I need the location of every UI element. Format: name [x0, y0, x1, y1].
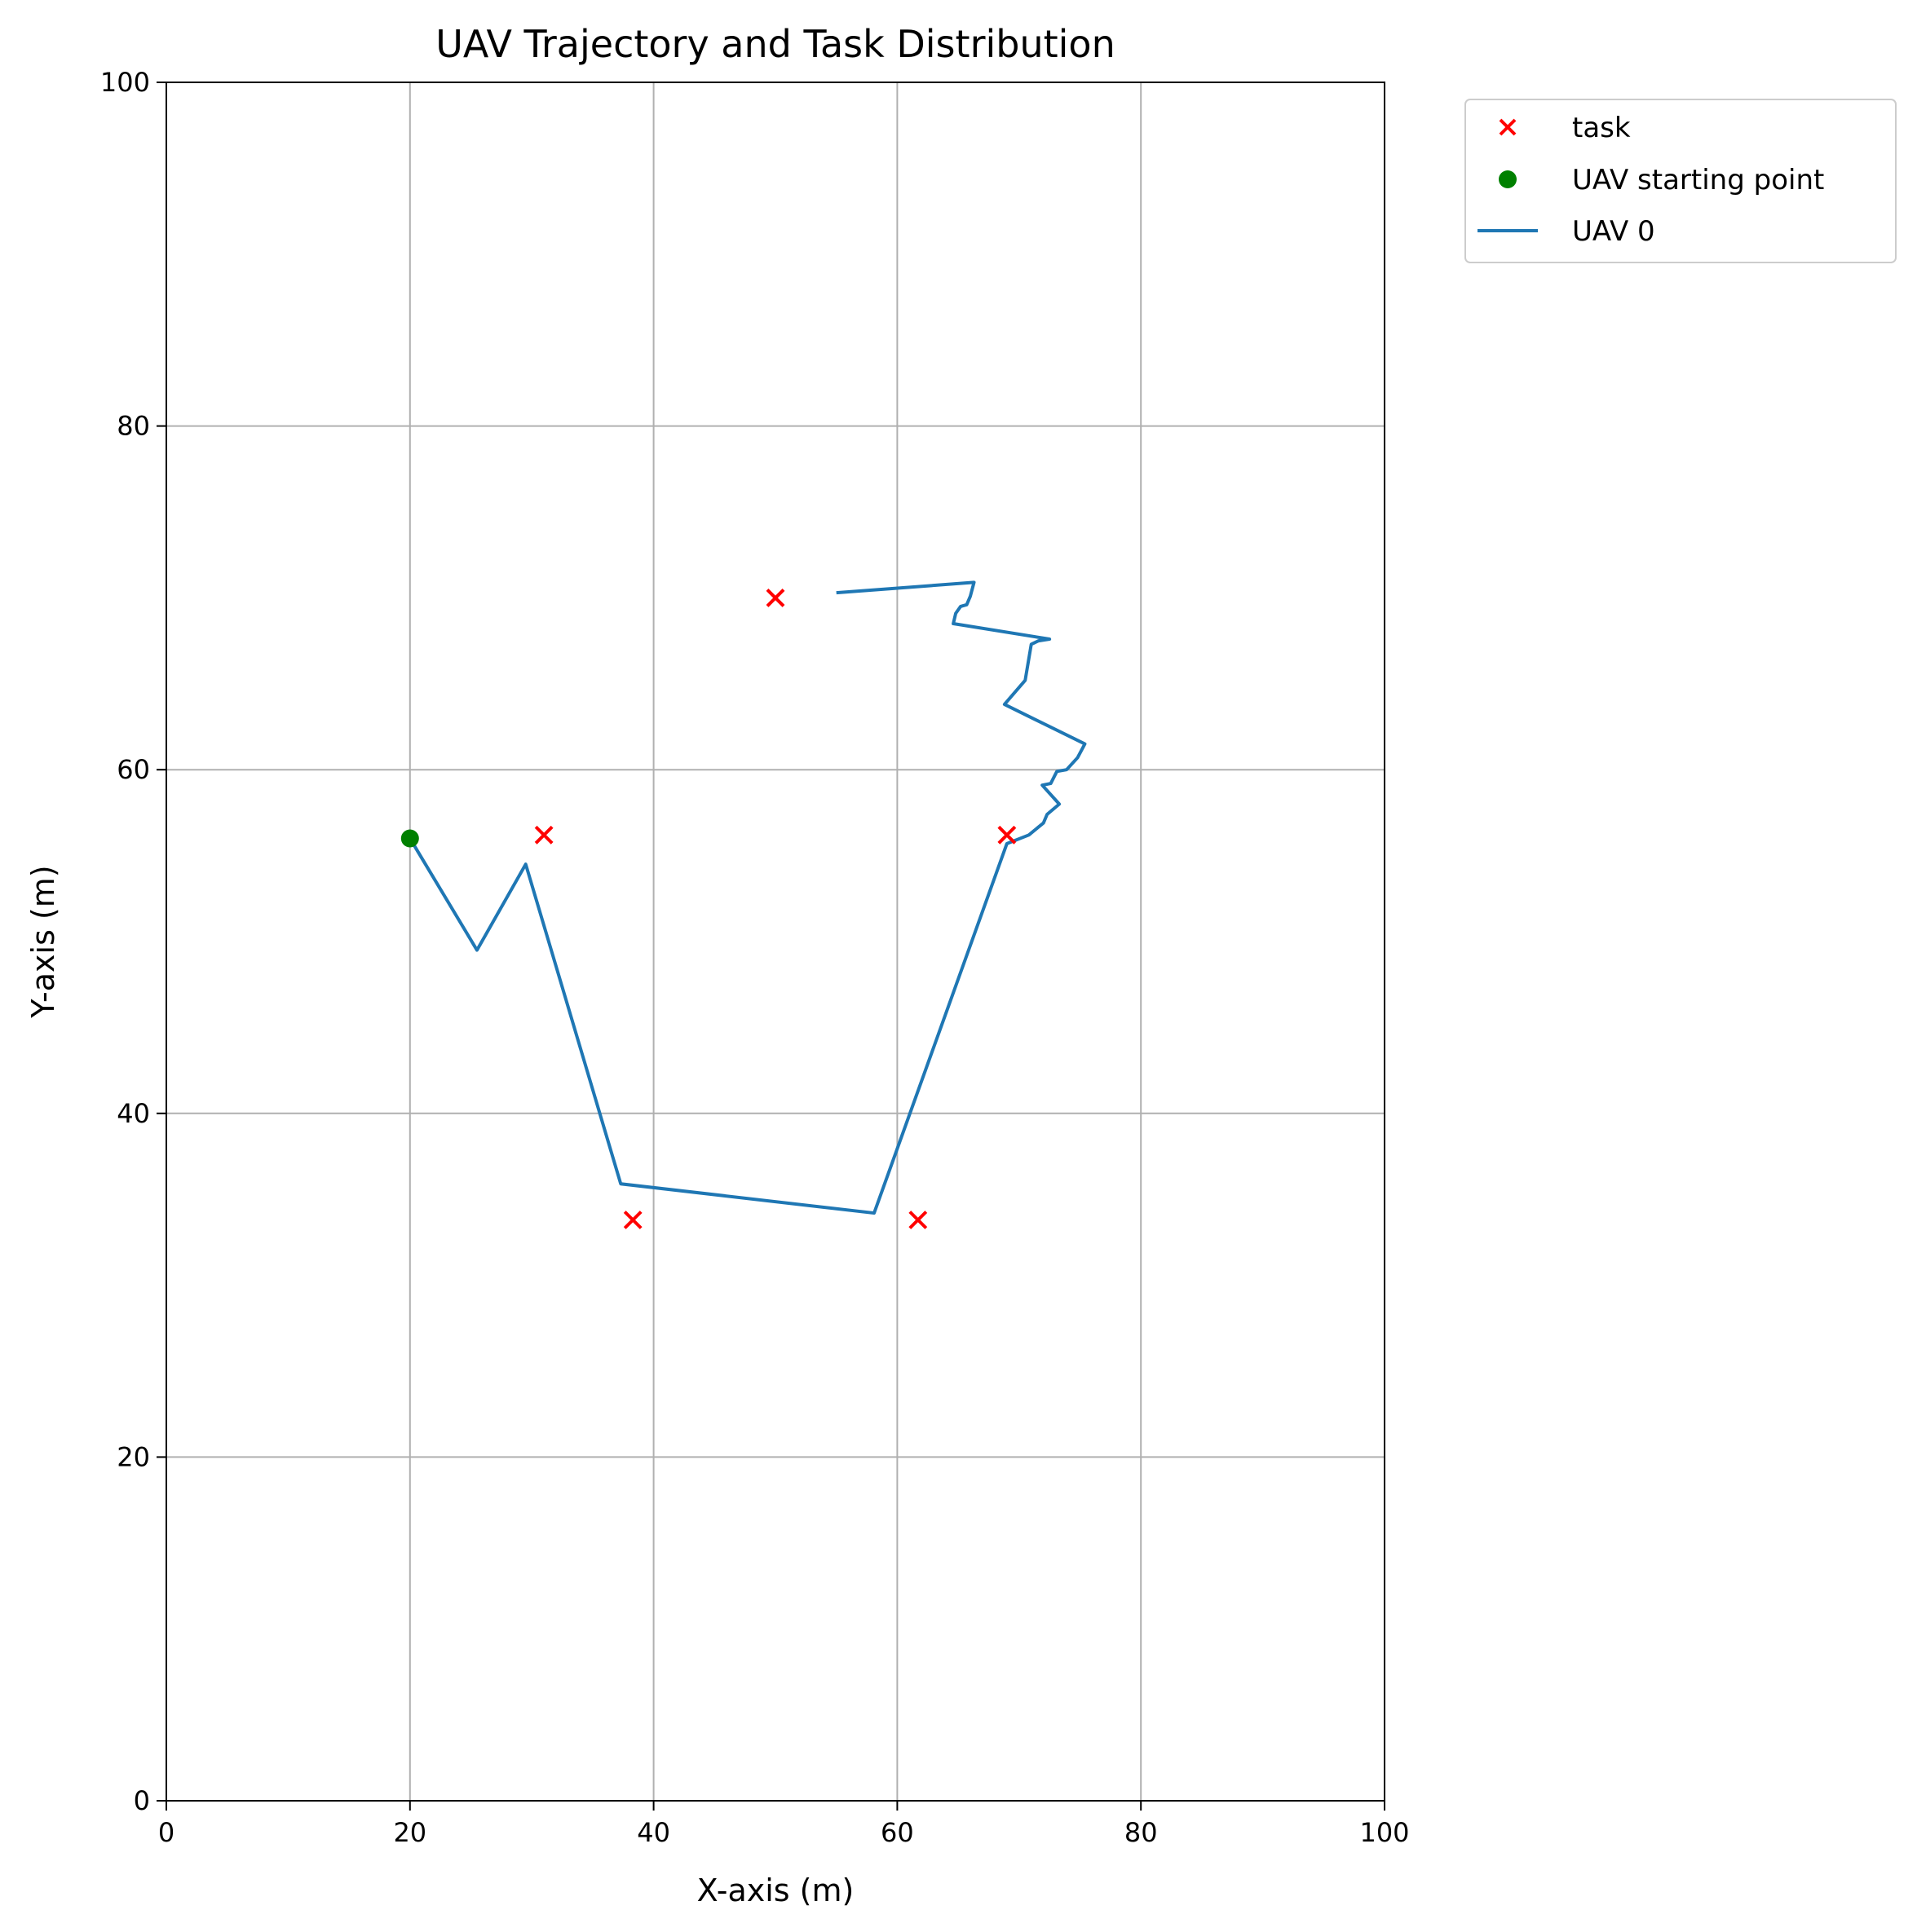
y-tick-label: 40: [117, 1098, 150, 1129]
chart-title: UAV Trajectory and Task Distribution: [435, 22, 1115, 66]
y-tick-label: 60: [117, 754, 150, 785]
legend-uav-label: UAV 0: [1572, 215, 1655, 248]
y-tick-label: 0: [134, 1785, 150, 1816]
plot-area: [400, 580, 1087, 1229]
legend-task-marker: [1499, 118, 1517, 136]
y-tick-label: 100: [100, 67, 150, 98]
legend: task UAV starting point UAV 0: [1464, 99, 1897, 263]
legend-start-marker: [1499, 170, 1517, 188]
task-marker: [623, 1211, 643, 1229]
x-tick-label: 0: [158, 1817, 174, 1848]
legend-task-label: task: [1572, 112, 1631, 144]
x-tick-label: 40: [637, 1817, 670, 1848]
legend-start-label: UAV starting point: [1572, 164, 1824, 196]
axis-ticks: 0 20 40 60 80 100 0 20 40 60 80 100: [100, 67, 1410, 1848]
y-axis-label: Y-axis (m): [25, 865, 61, 1018]
task-marker: [534, 825, 554, 845]
task-marker: [766, 588, 785, 607]
x-tick-label: 100: [1359, 1817, 1409, 1848]
x-tick-label: 80: [1124, 1817, 1158, 1848]
x-tick-label: 60: [881, 1817, 914, 1848]
y-tick-label: 20: [117, 1441, 150, 1472]
y-tick-label: 80: [117, 411, 150, 442]
task-marker: [908, 1211, 928, 1229]
trajectory-line-uav-0: [409, 580, 1087, 1215]
legend-box: [1464, 99, 1897, 263]
x-tick-label: 20: [393, 1817, 426, 1848]
task-marker: [997, 825, 1017, 845]
axes-frame: [166, 82, 1385, 1802]
x-axis-label: X-axis (m): [697, 1872, 855, 1908]
uav-start-marker: [400, 829, 419, 848]
